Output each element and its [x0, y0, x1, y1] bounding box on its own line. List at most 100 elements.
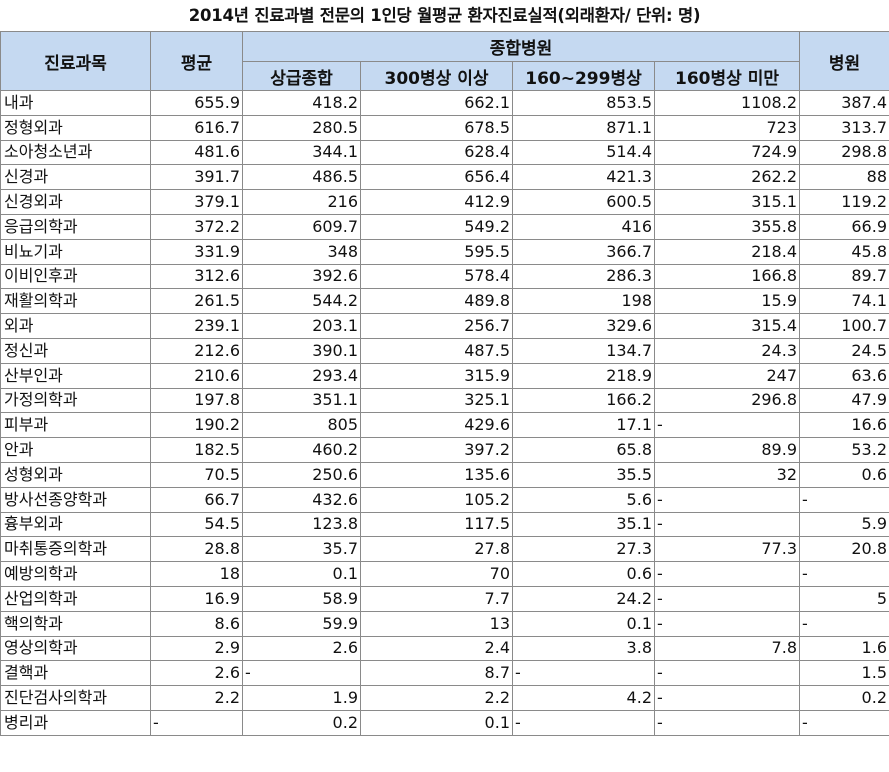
- cell-160-299-beds: 871.1: [512, 114, 655, 141]
- cell-department: 흉부외과: [0, 511, 151, 538]
- cell-average: 2.6: [150, 660, 243, 687]
- table-row: 영상의학과 2.9 2.6 2.4 3.8 7.8 1.6: [0, 635, 889, 662]
- cell-160-299-beds: 600.5: [512, 189, 655, 215]
- cell-department: 마취통증의학과: [0, 536, 151, 563]
- cell-hospital: 45.8: [799, 238, 889, 265]
- cell-hospital: 1.6: [799, 635, 889, 662]
- cell-hospital: 100.7: [799, 313, 889, 339]
- cell-average: 54.5: [150, 511, 243, 538]
- cell-tertiary: 544.2: [242, 288, 361, 315]
- cell-hospital: 88: [799, 164, 889, 191]
- cell-department: 안과: [0, 437, 151, 463]
- table-row: 내과 655.9 418.2 662.1 853.5 1108.2 387.4: [0, 90, 889, 116]
- cell-tertiary: 216: [242, 189, 361, 215]
- table-row: 안과 182.5 460.2 397.2 65.8 89.9 53.2: [0, 437, 889, 463]
- cell-under-160-beds: 218.4: [654, 238, 800, 265]
- cell-tertiary: 123.8: [242, 511, 361, 538]
- cell-tertiary: 1.9: [242, 685, 361, 711]
- header-general-hospital: 종합병원: [242, 31, 800, 62]
- cell-160-299-beds: 286.3: [512, 263, 655, 290]
- cell-tertiary: 390.1: [242, 337, 361, 364]
- table-row: 정형외과 616.7 280.5 678.5 871.1 723 313.7: [0, 114, 889, 141]
- cell-under-160-beds: 296.8: [654, 387, 800, 414]
- cell-tertiary: 351.1: [242, 387, 361, 414]
- header-hospital: 병원: [799, 31, 889, 91]
- header-department: 진료과목: [0, 31, 151, 91]
- cell-average: 481.6: [150, 139, 243, 166]
- table-body: 내과 655.9 418.2 662.1 853.5 1108.2 387.4 정형외과 616…: [0, 90, 889, 736]
- cell-300-beds-plus: 315.9: [360, 362, 513, 389]
- cell-average: 210.6: [150, 362, 243, 389]
- cell-160-299-beds: 329.6: [512, 313, 655, 339]
- cell-department: 정신과: [0, 337, 151, 364]
- table-row: 비뇨기과 331.9 348 595.5 366.7 218.4 45.8: [0, 238, 889, 265]
- cell-department: 외과: [0, 313, 151, 339]
- cell-tertiary: 35.7: [242, 536, 361, 563]
- cell-hospital: -: [799, 610, 889, 637]
- cell-under-160-beds: 262.2: [654, 164, 800, 191]
- header-under-160-beds: 160병상 미만: [654, 61, 800, 91]
- cell-average: 197.8: [150, 387, 243, 414]
- cell-hospital: 16.6: [799, 412, 889, 439]
- table-row: 소아청소년과 481.6 344.1 628.4 514.4 724.9 298.8: [0, 139, 889, 166]
- cell-300-beds-plus: 412.9: [360, 189, 513, 215]
- cell-300-beds-plus: 595.5: [360, 238, 513, 265]
- table-row: 신경과 391.7 486.5 656.4 421.3 262.2 88: [0, 164, 889, 191]
- cell-under-160-beds: 77.3: [654, 536, 800, 563]
- cell-tertiary: 392.6: [242, 263, 361, 290]
- header-average: 평균: [150, 31, 243, 91]
- table-row: 외과 239.1 203.1 256.7 329.6 315.4 100.7: [0, 313, 889, 339]
- cell-department: 재활의학과: [0, 288, 151, 315]
- cell-department: 비뇨기과: [0, 238, 151, 265]
- cell-tertiary: 460.2: [242, 437, 361, 463]
- cell-department: 성형외과: [0, 461, 151, 488]
- cell-300-beds-plus: 2.2: [360, 685, 513, 711]
- cell-300-beds-plus: 662.1: [360, 90, 513, 116]
- cell-300-beds-plus: 325.1: [360, 387, 513, 414]
- cell-tertiary: 0.1: [242, 561, 361, 587]
- cell-average: 312.6: [150, 263, 243, 290]
- cell-tertiary: 348: [242, 238, 361, 265]
- cell-tertiary: 293.4: [242, 362, 361, 389]
- cell-average: 391.7: [150, 164, 243, 191]
- cell-average: 372.2: [150, 213, 243, 240]
- cell-department: 가정의학과: [0, 387, 151, 414]
- cell-300-beds-plus: 27.8: [360, 536, 513, 563]
- cell-hospital: 63.6: [799, 362, 889, 389]
- cell-department: 신경과: [0, 164, 151, 191]
- cell-160-299-beds: 27.3: [512, 536, 655, 563]
- cell-department: 핵의학과: [0, 610, 151, 637]
- cell-tertiary: 2.6: [242, 635, 361, 662]
- cell-under-160-beds: 24.3: [654, 337, 800, 364]
- table-row: 신경외과 379.1 216 412.9 600.5 315.1 119.2: [0, 189, 889, 215]
- cell-department: 방사선종양학과: [0, 486, 151, 513]
- table-row: 병리과 -0.2 0.1- - -: [0, 709, 889, 736]
- cell-average: 239.1: [150, 313, 243, 339]
- cell-300-beds-plus: 8.7: [360, 660, 513, 687]
- cell-average: 212.6: [150, 337, 243, 364]
- cell-department: 산부인과: [0, 362, 151, 389]
- cell-average: 70.5: [150, 461, 243, 488]
- cell-160-299-beds: 366.7: [512, 238, 655, 265]
- cell-department: 응급의학과: [0, 213, 151, 240]
- header-300-beds-plus: 300병상 이상: [360, 61, 513, 91]
- cell-300-beds-plus: 678.5: [360, 114, 513, 141]
- cell-160-299-beds: 421.3: [512, 164, 655, 191]
- cell-under-160-beds: -: [654, 412, 800, 439]
- cell-average: -: [150, 709, 243, 736]
- cell-160-299-beds: 853.5: [512, 90, 655, 116]
- cell-300-beds-plus: 429.6: [360, 412, 513, 439]
- cell-tertiary: 432.6: [242, 486, 361, 513]
- cell-tertiary: 0.2: [242, 709, 361, 736]
- cell-hospital: 89.7: [799, 263, 889, 290]
- cell-average: 2.9: [150, 635, 243, 662]
- cell-under-160-beds: -: [654, 585, 800, 612]
- cell-department: 영상의학과: [0, 635, 151, 662]
- table-row: 진단검사의학과 2.2 1.9 2.2 4.2-0.2: [0, 685, 889, 711]
- header-160-299-beds: 160~299병상: [512, 61, 655, 91]
- cell-average: 8.6: [150, 610, 243, 637]
- cell-average: 182.5: [150, 437, 243, 463]
- cell-300-beds-plus: 70: [360, 561, 513, 587]
- cell-300-beds-plus: 2.4: [360, 635, 513, 662]
- data-table: 진료과목 평균 종합병원 병원 상급종합 300병상 이상 160~299병상 …: [0, 31, 889, 736]
